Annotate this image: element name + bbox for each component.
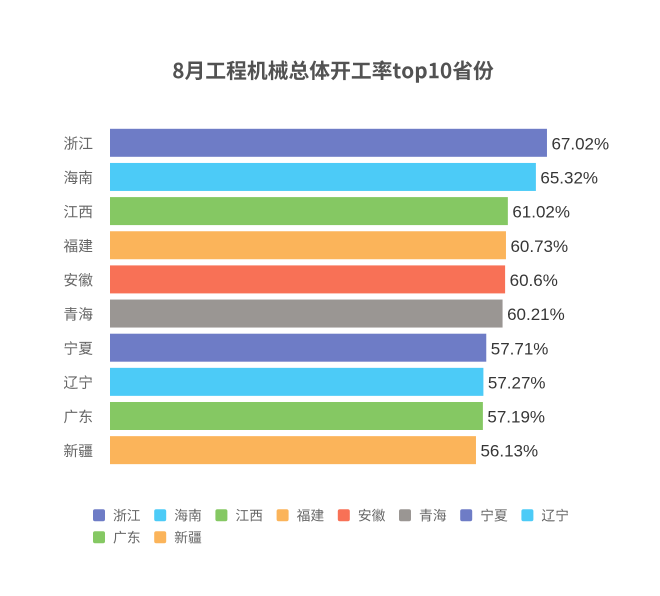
svg-text:65.32%: 65.32%	[540, 169, 598, 188]
svg-text:67.02%: 67.02%	[551, 134, 609, 153]
svg-text:56.13%: 56.13%	[480, 442, 538, 461]
svg-text:60.21%: 60.21%	[507, 305, 565, 324]
svg-text:57.27%: 57.27%	[488, 373, 546, 392]
svg-text:57.19%: 57.19%	[487, 408, 545, 427]
svg-text:60.6%: 60.6%	[510, 271, 558, 290]
svg-text:61.02%: 61.02%	[512, 203, 570, 222]
svg-text:57.71%: 57.71%	[491, 339, 549, 358]
svg-text:60.73%: 60.73%	[510, 237, 568, 256]
